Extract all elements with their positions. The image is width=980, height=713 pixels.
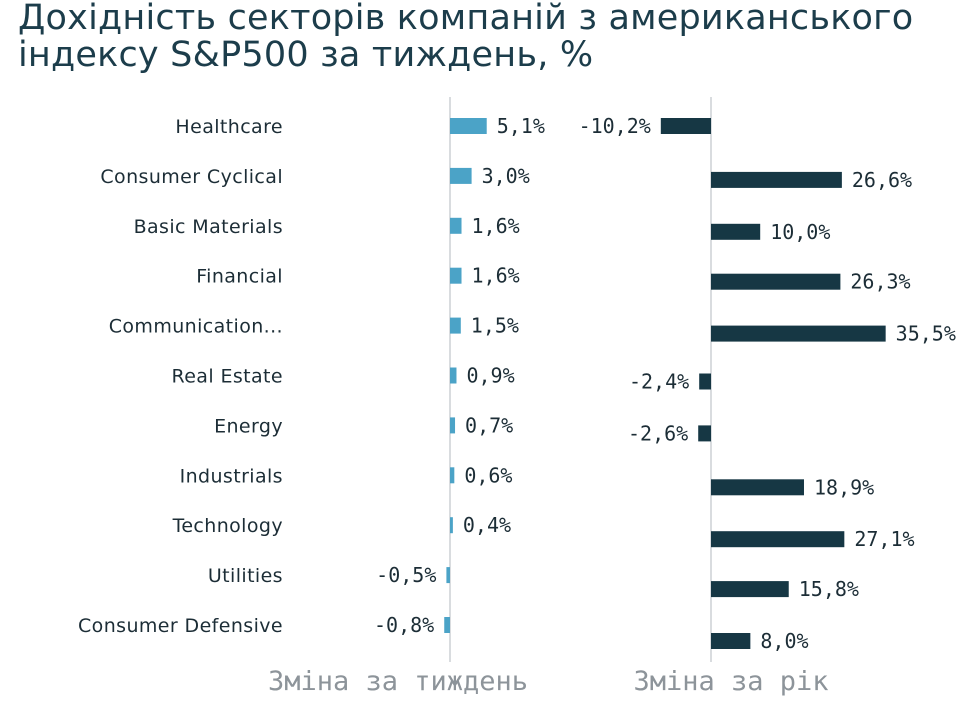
weekly-value-label: 3,0% [482,164,530,188]
weekly-bar [446,567,450,584]
chart-title-line-2: індексу S&P500 за тиждень, % [18,35,594,75]
weekly-value-label: 1,6% [472,214,520,238]
weekly-value-label: -0,8% [374,613,434,637]
weekly-value-label: 0,7% [465,413,513,437]
yearly-bar [711,531,845,548]
yearly-bar [698,425,711,442]
category-label: Communication... [109,316,283,338]
weekly-bar [450,467,455,484]
yearly-bar [711,273,841,290]
yearly-bar [699,373,711,390]
weekly-bar [450,167,472,184]
weekly-bar [450,217,462,234]
yearly-value-label: -2,6% [628,421,688,445]
yearly-value-label: 10,0% [770,220,830,244]
category-label: Real Estate [171,366,283,388]
yearly-value-label: 26,3% [850,270,910,294]
category-label: Industrials [180,465,283,487]
yearly-bar [711,633,751,649]
weekly-value-label: 0,4% [463,513,511,537]
category-label: Consumer Cyclical [100,166,283,188]
weekly-bar [450,317,461,334]
category-label: Financial [196,266,283,288]
weekly-bar [450,367,457,384]
yearly-axis-title: Зміна за рік [633,666,828,697]
weekly-value-label: 1,5% [471,314,519,338]
weekly-value-label: 5,1% [497,114,545,138]
yearly-value-label: 18,9% [814,475,874,499]
category-label: Utilities [208,565,283,587]
category-label: Consumer Defensive [78,615,283,637]
yearly-value-label: -2,4% [629,370,689,394]
weekly-value-label: -0,5% [376,563,436,587]
weekly-bar [444,617,450,633]
yearly-bar [660,118,711,134]
weekly-value-label: 0,6% [464,463,512,487]
yearly-bar [711,479,804,496]
weekly-value-label: 0,9% [466,364,514,388]
category-label: Basic Materials [134,216,283,238]
yearly-bar [711,171,842,188]
yearly-value-label: 26,6% [852,168,912,192]
yearly-value-label: -10,2% [579,114,651,138]
yearly-value-label: 15,8% [799,577,859,601]
category-label: Healthcare [175,116,283,138]
weekly-bar [450,517,453,534]
weekly-axis-title: Зміна за тиждень [268,666,528,697]
chart-title: Дохідність секторів компаній з американс… [18,0,968,74]
weekly-bar [450,267,462,284]
category-label: Technology [172,515,283,537]
weekly-value-label: 1,6% [472,264,520,288]
weekly-bar [450,417,456,434]
yearly-bar [711,325,886,342]
yearly-value-label: 8,0% [760,629,808,653]
weekly-bar [450,118,487,134]
category-label: Energy [214,415,283,437]
yearly-value-label: 27,1% [854,527,914,551]
chart-title-line-1: Дохідність секторів компаній з американс… [18,0,914,38]
yearly-bar [711,581,789,598]
yearly-bar [711,223,761,240]
yearly-value-label: 35,5% [896,322,956,346]
